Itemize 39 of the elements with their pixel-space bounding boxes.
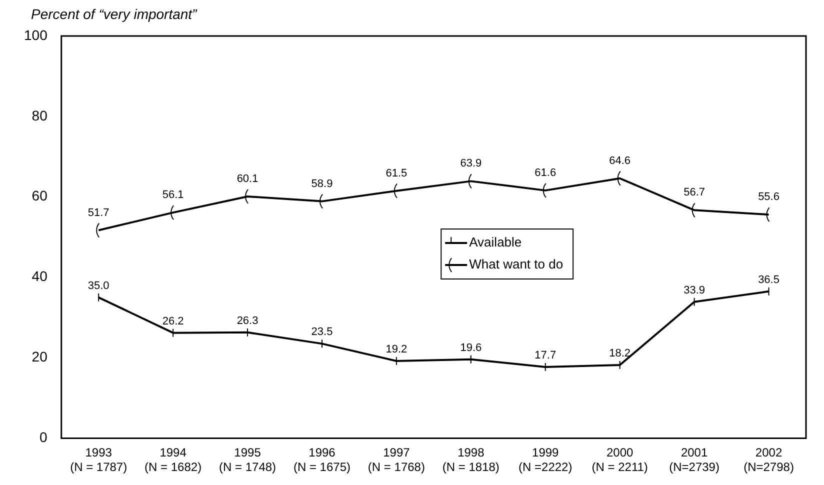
data-label: 63.9: [460, 158, 482, 170]
y-tick-label: 80: [32, 107, 48, 124]
data-label: 61.6: [534, 166, 556, 179]
data-label: 26.3: [236, 314, 258, 327]
data-label: 33.9: [684, 284, 706, 296]
x-tick-label: 1995 (N = 1748): [219, 446, 276, 474]
x-tick-label: 1994 (N = 1682): [144, 446, 202, 474]
data-label: 60.1: [236, 173, 258, 186]
data-label: 17.7: [534, 350, 556, 362]
data-label: 36.5: [758, 274, 780, 286]
y-tick-label: 60: [32, 188, 48, 204]
data-label: 56.7: [684, 186, 706, 199]
y-tick-label: 40: [32, 268, 48, 284]
x-tick-label: 1998 (N = 1818): [442, 446, 500, 474]
data-label: 64.6: [609, 154, 631, 167]
x-tick-label: 2000 (N = 2211): [592, 446, 648, 474]
y-tick-label: 100: [24, 26, 48, 43]
legend-label: What want to do: [469, 256, 564, 272]
data-label: 55.6: [758, 191, 780, 204]
data-label: 61.5: [386, 167, 408, 180]
data-label: 19.6: [460, 342, 482, 354]
y-tick-label: 0: [40, 429, 48, 446]
data-label: 19.2: [386, 344, 408, 356]
y-tick-label: 20: [32, 348, 48, 365]
data-label: 58.9: [311, 178, 333, 190]
x-tick-label: 1999 (N =2222): [518, 446, 572, 474]
x-tick-label: 1997 (N = 1768): [368, 446, 425, 474]
x-tick-label: 2002 (N=2798): [744, 446, 794, 474]
data-label: 35.0: [88, 280, 110, 292]
data-label: 18.2: [609, 348, 631, 360]
data-label: 51.7: [88, 206, 110, 219]
data-label: 23.5: [311, 326, 333, 338]
x-tick-label: 2001 (N=2739): [669, 446, 720, 474]
y-axis-title: Percent of “very important”: [31, 6, 197, 22]
data-label: 26.2: [162, 315, 184, 328]
x-tick-label: 1993 (N = 1787): [70, 446, 128, 474]
legend-label: Available: [469, 234, 522, 250]
data-label: 56.1: [162, 189, 184, 202]
x-tick-label: 1996 (N = 1675): [293, 446, 350, 474]
